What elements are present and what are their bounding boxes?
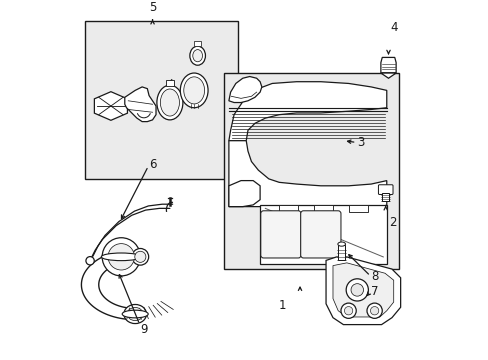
Bar xyxy=(382,193,388,202)
Bar xyxy=(313,205,332,212)
Ellipse shape xyxy=(192,50,202,62)
Ellipse shape xyxy=(127,307,142,321)
Bar xyxy=(223,73,398,269)
Bar xyxy=(348,205,367,212)
Polygon shape xyxy=(332,263,393,317)
Ellipse shape xyxy=(122,310,148,318)
Text: 5: 5 xyxy=(148,1,156,14)
Text: 2: 2 xyxy=(389,216,396,229)
Ellipse shape xyxy=(337,242,345,246)
Text: 1: 1 xyxy=(278,298,286,312)
Bar xyxy=(194,41,201,46)
Bar xyxy=(279,205,298,212)
Polygon shape xyxy=(380,57,395,73)
Text: 3: 3 xyxy=(357,136,364,149)
Polygon shape xyxy=(228,82,386,141)
Ellipse shape xyxy=(101,253,141,261)
Polygon shape xyxy=(94,92,127,120)
Ellipse shape xyxy=(123,305,146,324)
Text: 7: 7 xyxy=(370,285,378,298)
Polygon shape xyxy=(228,77,261,103)
Bar xyxy=(85,21,237,179)
Ellipse shape xyxy=(189,46,205,65)
Text: 4: 4 xyxy=(389,22,397,35)
Ellipse shape xyxy=(135,251,145,262)
Ellipse shape xyxy=(180,73,207,108)
Circle shape xyxy=(108,244,134,270)
FancyBboxPatch shape xyxy=(260,211,301,258)
FancyBboxPatch shape xyxy=(300,211,340,258)
Circle shape xyxy=(366,303,382,318)
Polygon shape xyxy=(228,141,386,207)
Polygon shape xyxy=(260,205,386,264)
Circle shape xyxy=(370,307,378,315)
Bar xyxy=(338,245,345,260)
Circle shape xyxy=(350,284,363,296)
Ellipse shape xyxy=(132,248,148,265)
Polygon shape xyxy=(228,181,260,207)
Circle shape xyxy=(346,279,367,301)
Circle shape xyxy=(102,238,140,276)
Ellipse shape xyxy=(183,77,204,104)
Circle shape xyxy=(340,303,355,318)
Polygon shape xyxy=(124,87,156,122)
Polygon shape xyxy=(325,257,400,325)
Text: 9: 9 xyxy=(140,323,147,336)
Polygon shape xyxy=(380,73,395,78)
Ellipse shape xyxy=(157,85,183,120)
Circle shape xyxy=(344,307,352,315)
Circle shape xyxy=(86,257,94,265)
Bar xyxy=(165,80,174,86)
Ellipse shape xyxy=(160,89,179,116)
Text: 6: 6 xyxy=(149,158,156,171)
Text: 8: 8 xyxy=(370,270,378,283)
FancyBboxPatch shape xyxy=(378,185,392,194)
